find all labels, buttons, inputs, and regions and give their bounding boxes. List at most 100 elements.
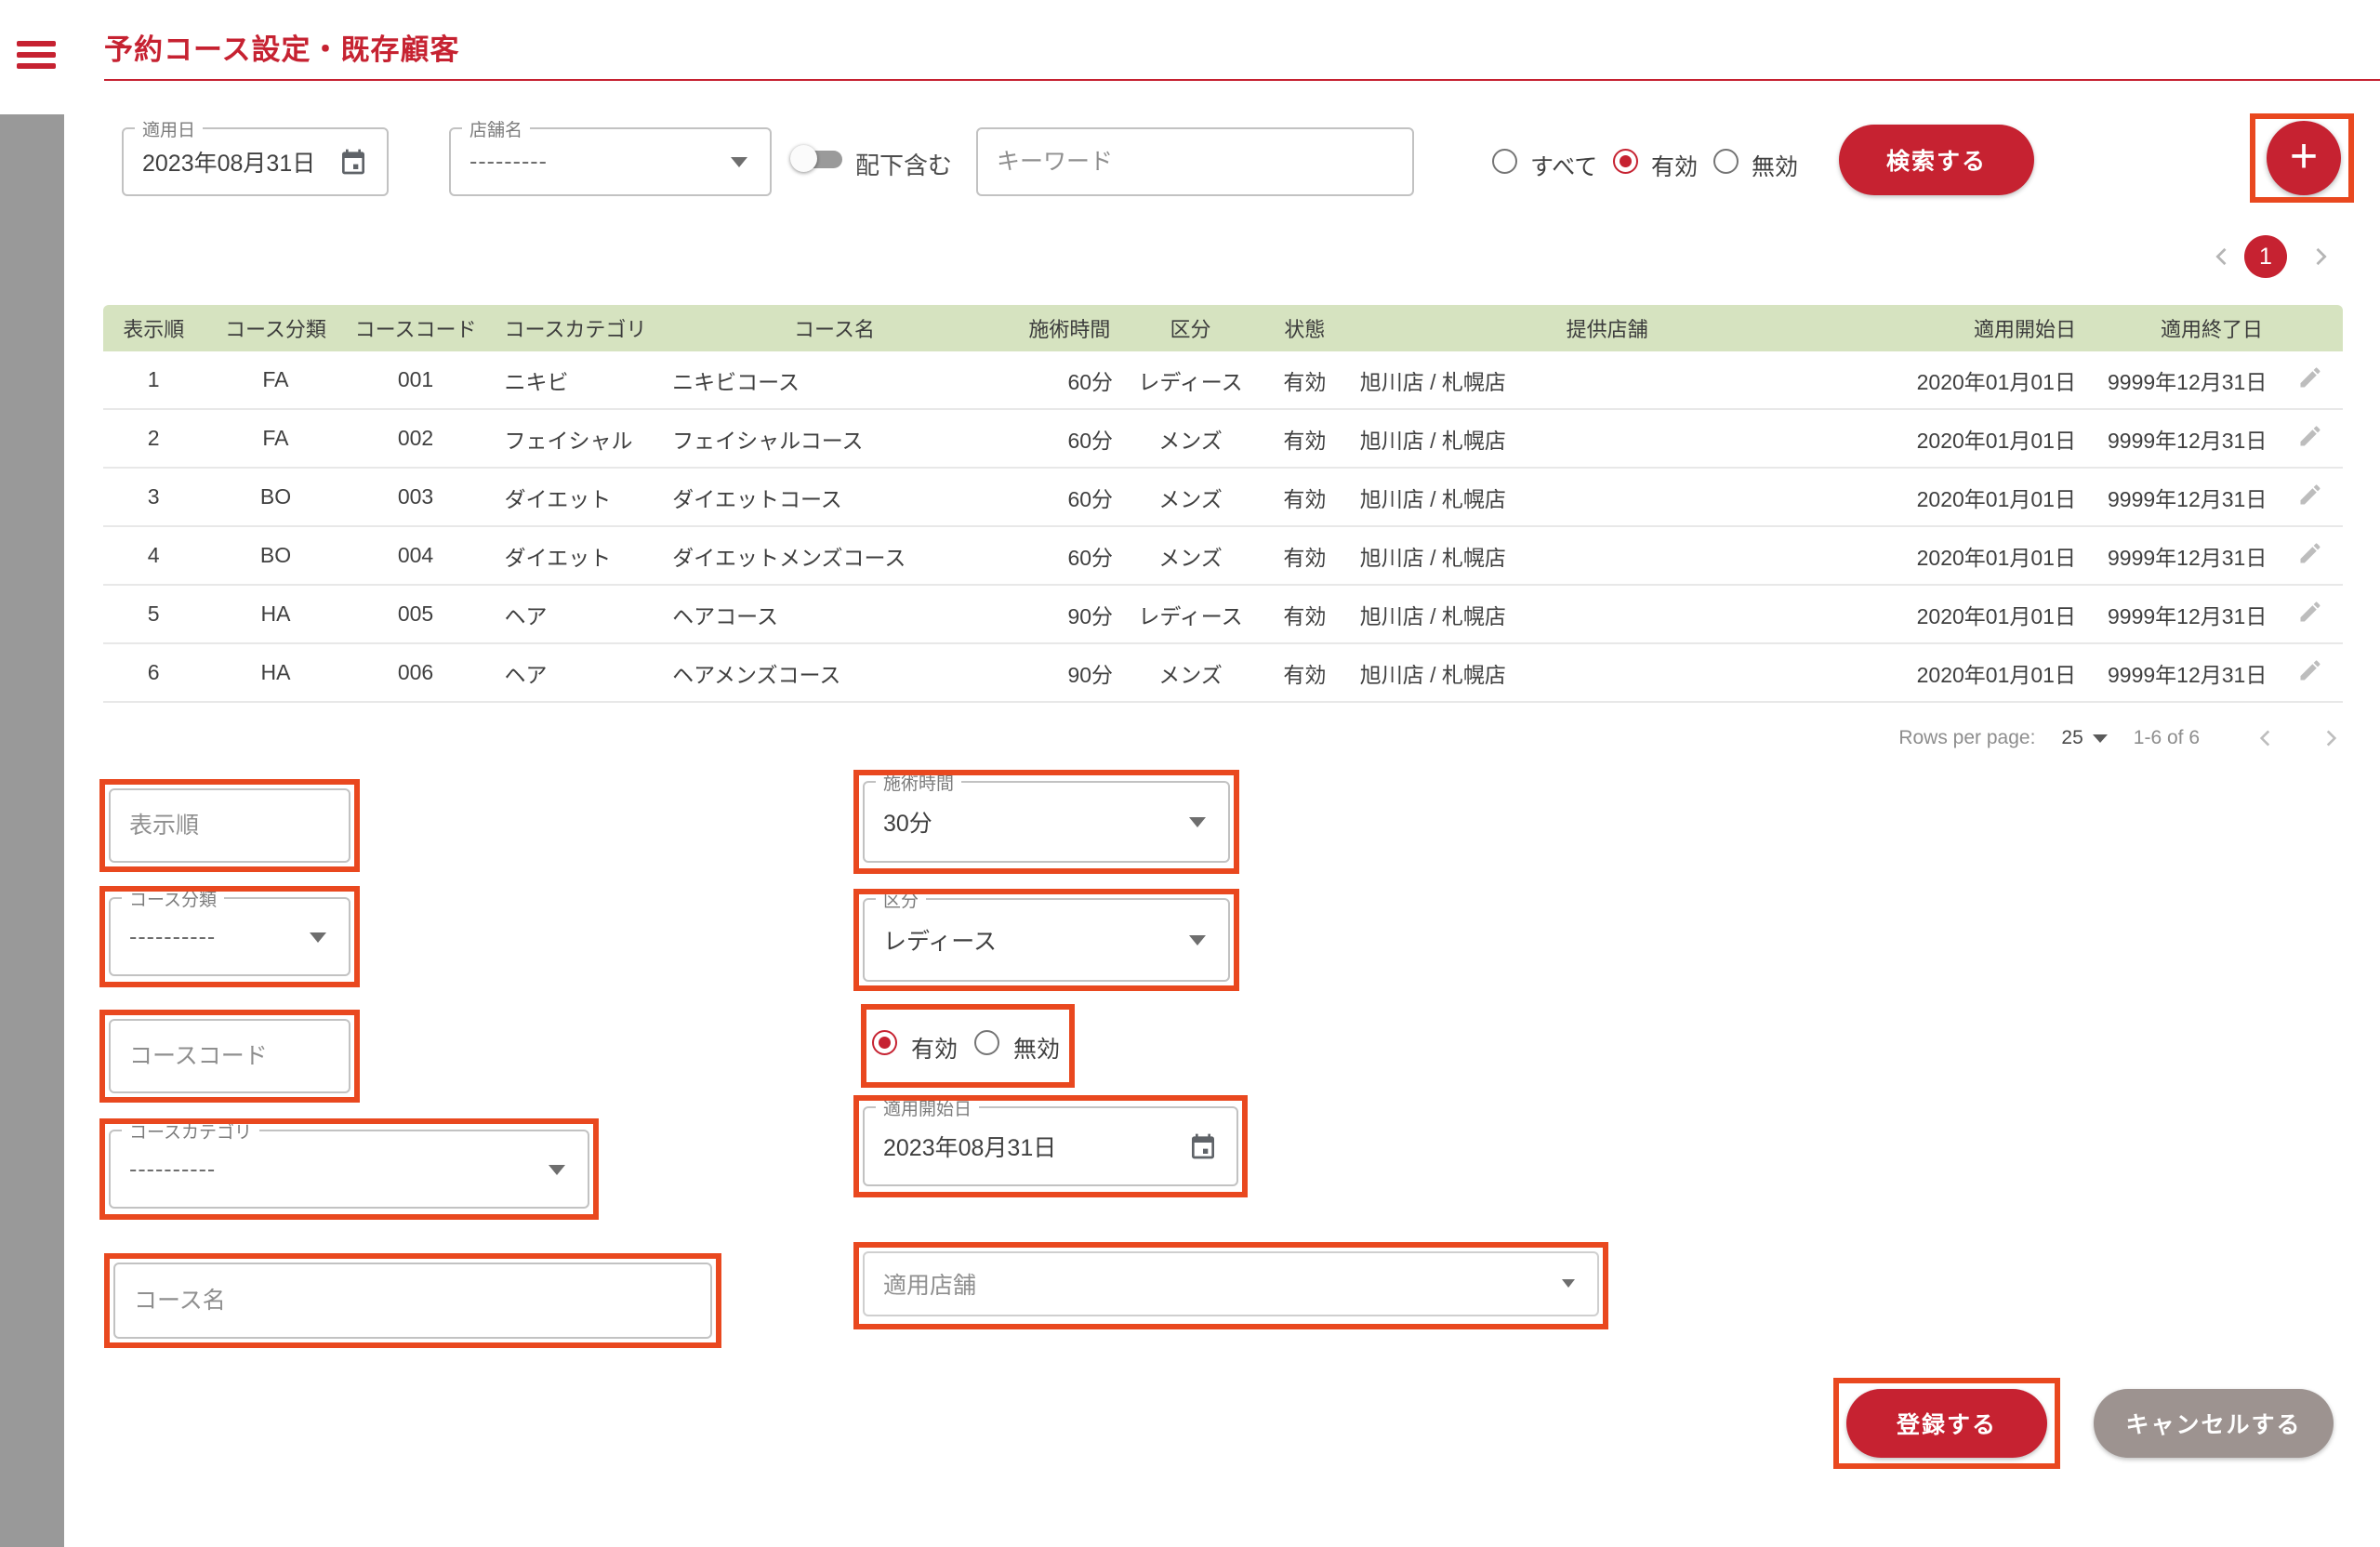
cell-stores: 旭川店 / 札幌店	[1359, 428, 1506, 453]
form-duration-select[interactable]: 施術時間 30分	[863, 770, 1230, 863]
store-name-label: 店舗名	[462, 116, 531, 141]
form-radio-active[interactable]	[872, 1030, 897, 1055]
edit-icon[interactable]	[2297, 482, 2323, 508]
cell-kubun: メンズ	[1158, 545, 1223, 570]
store-name-value: ---------	[469, 148, 548, 175]
search-button[interactable]: 検索する	[1839, 125, 2034, 195]
cell-kubun: レディース	[1138, 369, 1243, 394]
cell-duration: 60分	[1067, 428, 1114, 453]
hamburger-menu-icon[interactable]	[17, 41, 56, 71]
cell-kubun: レディース	[1138, 603, 1243, 628]
col-header: 区分	[1170, 318, 1211, 341]
rows-per-page-label: Rows per page:	[1898, 727, 2036, 748]
cell-start-date: 2020年01月01日	[1916, 486, 2076, 511]
cell-start-date: 2020年01月01日	[1916, 428, 2076, 453]
keyword-input[interactable]	[976, 127, 1414, 196]
cell-course-class: FA	[262, 367, 289, 391]
cell-status: 有効	[1283, 603, 1327, 628]
cell-start-date: 2020年01月01日	[1916, 603, 2076, 628]
cell-course-name: ヘアメンズコース	[672, 662, 841, 687]
form-course-class-select[interactable]: コース分類 ----------	[109, 886, 350, 976]
form-course-code-input[interactable]	[109, 1019, 350, 1093]
cell-course-class: BO	[259, 484, 292, 509]
table-row: 5 HA 005 ヘア ヘアコース 90分 レディース 有効 旭川店 / 札幌店…	[103, 586, 2343, 644]
form-display-order-input[interactable]	[109, 788, 350, 863]
form-kubun-select[interactable]: 区分 レディース	[863, 887, 1230, 982]
edit-icon[interactable]	[2297, 364, 2323, 390]
add-button[interactable]: +	[2267, 121, 2341, 195]
page-prev-icon[interactable]	[2209, 244, 2235, 270]
page-next-icon[interactable]	[2307, 244, 2334, 270]
cell-duration: 60分	[1067, 545, 1114, 570]
form-radio-inactive[interactable]	[974, 1030, 999, 1055]
apply-date-field[interactable]: 適用日 2023年08月31日	[122, 116, 389, 196]
cell-display-order: 2	[147, 426, 160, 450]
calendar-icon[interactable]	[1188, 1131, 1218, 1161]
footer-next-icon[interactable]	[2319, 726, 2343, 750]
cell-display-order: 5	[147, 602, 160, 626]
edit-icon[interactable]	[2297, 599, 2323, 625]
cell-duration: 60分	[1067, 369, 1114, 394]
col-header: 適用開始日	[1973, 318, 2076, 341]
cell-course-class: FA	[262, 426, 289, 450]
edit-icon[interactable]	[2297, 540, 2323, 566]
cell-course-category: ニキビ	[504, 369, 569, 394]
include-sub-label: 配下含む	[855, 152, 953, 179]
form-course-category-select[interactable]: コースカテゴリ ----------	[109, 1118, 589, 1209]
form-radio-active-label: 有効	[911, 1037, 959, 1063]
form-course-name-input[interactable]	[113, 1263, 712, 1339]
include-sub-toggle[interactable]	[790, 141, 846, 175]
form-apply-store-select[interactable]: 適用店舗	[863, 1251, 1599, 1316]
cell-display-order: 1	[147, 367, 160, 391]
cell-course-category: ヘア	[504, 662, 548, 687]
cell-stores: 旭川店 / 札幌店	[1359, 369, 1506, 394]
cell-course-class: HA	[260, 602, 291, 626]
cell-course-code: 002	[397, 426, 434, 450]
col-header: コース名	[794, 318, 875, 341]
plus-icon: +	[2289, 129, 2319, 183]
cell-course-code: 004	[397, 543, 434, 567]
cancel-button[interactable]: キャンセルする	[2094, 1389, 2334, 1458]
cell-end-date: 9999年12月31日	[2107, 603, 2268, 628]
radio-inactive[interactable]	[1713, 149, 1739, 174]
chevron-down-icon	[1189, 935, 1206, 945]
cell-duration: 60分	[1067, 486, 1114, 511]
cell-stores: 旭川店 / 札幌店	[1359, 545, 1506, 570]
cell-status: 有効	[1283, 662, 1327, 687]
store-name-select[interactable]: 店舗名 ---------	[449, 116, 772, 196]
edit-icon[interactable]	[2297, 423, 2323, 449]
radio-active[interactable]	[1613, 149, 1638, 174]
chevron-down-icon	[1562, 1279, 1575, 1288]
cell-course-category: フェイシャル	[504, 428, 633, 453]
radio-inactive-label: 無効	[1752, 154, 1799, 180]
cell-end-date: 9999年12月31日	[2107, 369, 2268, 394]
cell-display-order: 6	[147, 660, 160, 684]
cell-course-name: ヘアコース	[672, 603, 779, 628]
cell-kubun: メンズ	[1158, 428, 1223, 453]
cell-status: 有効	[1283, 369, 1327, 394]
cell-duration: 90分	[1067, 603, 1114, 628]
col-header: コースカテゴリ	[504, 318, 647, 341]
course-table: 表示順 コース分類 コースコード コースカテゴリ コース名 施術時間 区分 状態…	[103, 305, 2343, 703]
rows-per-page-select[interactable]: 25	[2061, 727, 2108, 749]
cell-course-name: ダイエットメンズコース	[672, 545, 906, 570]
collapsed-sidebar	[0, 114, 64, 1547]
form-start-date-field[interactable]: 適用開始日 2023年08月31日	[863, 1095, 1238, 1186]
col-header: 施術時間	[1028, 318, 1111, 341]
table-footer: Rows per page: 25 1-6 of 6	[1898, 718, 2343, 759]
chevron-down-icon	[1189, 817, 1206, 827]
radio-all[interactable]	[1492, 149, 1517, 174]
calendar-icon[interactable]	[338, 147, 368, 177]
col-header: 適用終了日	[2161, 318, 2264, 341]
cell-course-category: ダイエット	[504, 486, 612, 511]
radio-all-label: すべて	[1530, 154, 1598, 180]
page-number-current[interactable]: 1	[2244, 235, 2287, 278]
footer-prev-icon[interactable]	[2254, 726, 2278, 750]
cell-course-class: BO	[259, 543, 292, 567]
edit-icon[interactable]	[2297, 657, 2323, 683]
col-header: コースコード	[354, 318, 477, 341]
cell-status: 有効	[1283, 545, 1327, 570]
table-row: 2 FA 002 フェイシャル フェイシャルコース 60分 メンズ 有効 旭川店…	[103, 410, 2343, 469]
submit-button[interactable]: 登録する	[1846, 1389, 2047, 1458]
